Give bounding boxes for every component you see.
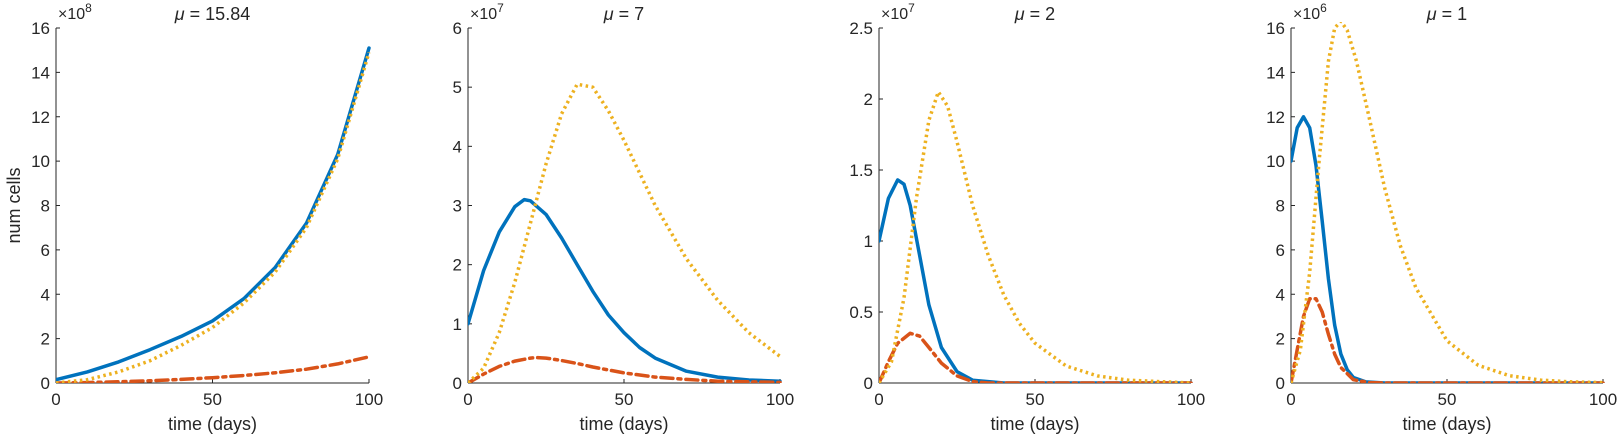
y-tick-label: 8 bbox=[1276, 197, 1285, 216]
x-axis-label: time (days) bbox=[579, 414, 668, 434]
x-axis-label: time (days) bbox=[1402, 414, 1491, 434]
title-rest: = 15.84 bbox=[185, 4, 251, 24]
y-tick-label: 6 bbox=[453, 19, 462, 38]
y-exponent-power: 7 bbox=[497, 1, 504, 15]
y-tick-label: 4 bbox=[41, 285, 50, 304]
y-exponent-label: ×107 bbox=[470, 1, 504, 23]
series-line-1 bbox=[879, 178, 1193, 383]
series-line-2 bbox=[56, 355, 371, 383]
y-exponent-power: 7 bbox=[908, 1, 915, 15]
x-tick-label: 50 bbox=[615, 390, 634, 409]
series-line-1 bbox=[468, 197, 782, 383]
x-tick-label: 100 bbox=[355, 390, 383, 409]
y-tick-label: 1 bbox=[864, 232, 873, 251]
chart-title: μ = 1 bbox=[1426, 4, 1467, 24]
y-tick-label: 0 bbox=[41, 374, 50, 393]
y-exponent-base: ×10 bbox=[470, 6, 497, 23]
y-tick-label: 6 bbox=[1276, 241, 1285, 260]
x-axis-label: time (days) bbox=[168, 414, 257, 434]
x-tick-label: 0 bbox=[51, 390, 60, 409]
series-line-2 bbox=[879, 331, 1193, 383]
y-exponent-base: ×10 bbox=[1293, 6, 1320, 23]
series-line-3 bbox=[879, 90, 1192, 383]
series-line-2 bbox=[1291, 296, 1605, 383]
title-rest: = 7 bbox=[614, 4, 645, 24]
y-tick-label: 0 bbox=[1276, 374, 1285, 393]
chart-title: μ = 15.84 bbox=[174, 4, 250, 24]
y-tick-label: 12 bbox=[31, 108, 50, 127]
y-exponent-base: ×10 bbox=[58, 6, 85, 23]
title-symbol: μ bbox=[174, 4, 185, 24]
x-tick-label: 50 bbox=[203, 390, 222, 409]
y-exponent-label: ×106 bbox=[1293, 1, 1327, 23]
y-exponent-label: ×108 bbox=[58, 1, 92, 23]
x-tick-label: 100 bbox=[1177, 390, 1205, 409]
series-line-3 bbox=[468, 82, 782, 383]
y-tick-label: 2 bbox=[864, 90, 873, 109]
series-line-3 bbox=[1291, 22, 1604, 383]
y-tick-label: 2.5 bbox=[849, 19, 873, 38]
y-tick-label: 4 bbox=[453, 137, 462, 156]
chart-panel-2: 0 1 2 3 4 5 6 0 50 100 ×107 μ = 7 time (days) bbox=[453, 1, 795, 434]
series-line-2 bbox=[468, 355, 782, 383]
y-exponent-power: 6 bbox=[1320, 1, 1327, 15]
y-tick-label: 1 bbox=[453, 315, 462, 334]
chart-panel-3: 0 0.5 1 1.5 2 2.5 0 50 100 ×107 μ = 2 time (days) bbox=[849, 1, 1205, 434]
y-exponent-base: ×10 bbox=[881, 6, 908, 23]
x-tick-label: 0 bbox=[463, 390, 472, 409]
title-symbol: μ bbox=[1014, 4, 1025, 24]
x-tick-label: 50 bbox=[1026, 390, 1045, 409]
series-line-1 bbox=[1291, 115, 1605, 383]
y-tick-label: 14 bbox=[1266, 63, 1285, 82]
y-tick-label: 8 bbox=[41, 197, 50, 216]
y-tick-label: 12 bbox=[1266, 108, 1285, 127]
chart-title: μ = 7 bbox=[603, 4, 644, 24]
y-tick-label: 10 bbox=[31, 152, 50, 171]
y-axis-label: num cells bbox=[4, 167, 24, 243]
y-tick-label: 2 bbox=[1276, 330, 1285, 349]
x-tick-label: 100 bbox=[766, 390, 794, 409]
y-tick-label: 0 bbox=[453, 374, 462, 393]
x-axis-label: time (days) bbox=[990, 414, 1079, 434]
x-tick-label: 50 bbox=[1438, 390, 1457, 409]
y-tick-label: 6 bbox=[41, 241, 50, 260]
y-tick-label: 10 bbox=[1266, 152, 1285, 171]
y-tick-label: 1.5 bbox=[849, 161, 873, 180]
title-symbol: μ bbox=[1426, 4, 1437, 24]
y-tick-label: 14 bbox=[31, 63, 50, 82]
series-line-1 bbox=[56, 46, 371, 382]
y-tick-label: 3 bbox=[453, 197, 462, 216]
title-rest: = 2 bbox=[1025, 4, 1056, 24]
y-exponent-label: ×107 bbox=[881, 1, 915, 23]
y-tick-label: 16 bbox=[1266, 19, 1285, 38]
y-tick-label: 5 bbox=[453, 78, 462, 97]
series-line-3 bbox=[56, 51, 371, 383]
y-tick-label: 2 bbox=[41, 330, 50, 349]
title-rest: = 1 bbox=[1437, 4, 1468, 24]
y-tick-label: 4 bbox=[1276, 285, 1285, 304]
x-tick-label: 0 bbox=[874, 390, 883, 409]
chart-title: μ = 2 bbox=[1014, 4, 1055, 24]
y-exponent-power: 8 bbox=[85, 1, 92, 15]
y-tick-label: 2 bbox=[453, 256, 462, 275]
y-tick-label: 0.5 bbox=[849, 303, 873, 322]
title-symbol: μ bbox=[603, 4, 614, 24]
x-tick-label: 100 bbox=[1589, 390, 1617, 409]
x-tick-label: 0 bbox=[1286, 390, 1295, 409]
y-tick-label: 0 bbox=[864, 374, 873, 393]
y-tick-label: 16 bbox=[31, 19, 50, 38]
